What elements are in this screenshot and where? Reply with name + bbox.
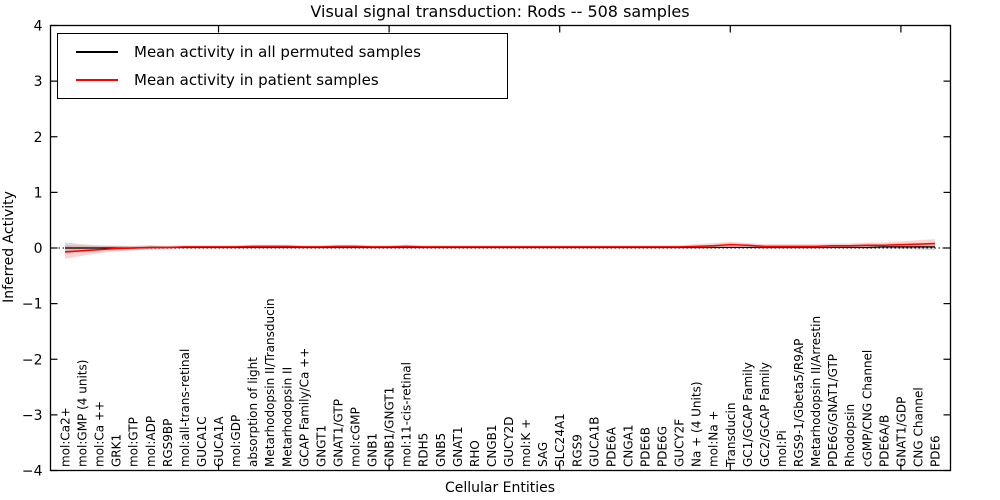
x-axis-label: Cellular Entities [444,480,556,496]
y-tick-label: −2 [22,352,43,368]
entity-label: PDE6G/GNAT1/GTP [826,354,840,467]
y-tick-label: −3 [22,408,43,424]
entity-label: mol:Ca ++ [93,401,107,467]
series-band-1 [65,239,935,259]
entity-labels: mol:Ca2+ mol:GMP (4 units) mol:Ca ++ GRK1 mo… [59,298,943,468]
y-tick-label: 4 [34,19,43,35]
entity-label: Rhodopsin [843,404,857,467]
legend-label-patient: Mean activity in patient samples [134,71,379,89]
entity-label: PDE6 [929,435,943,467]
entity-label: RGS9 [570,434,584,467]
entity-label: GNAT1/GDP [894,397,908,467]
entity-label: mol:ADP [144,416,158,467]
y-tick-label: −4 [22,464,43,480]
entity-label: mol:GTP [127,417,141,467]
entity-label: GRK1 [110,434,124,467]
entity-label: GNB1/GNGT1 [383,387,397,467]
permuted-line-swatch [76,51,118,53]
entity-label: Metarhodopsin II/Arrestin [809,316,823,467]
entity-label: GNAT1 [451,426,465,467]
patient-line-swatch [76,79,118,81]
entity-label: RGS9-1/Gbeta5/R9AP [792,339,806,467]
entity-label: mol:all-trans-retinal [178,349,192,467]
entity-label: GUCY2F [673,419,687,467]
legend: Mean activity in all permuted samples Me… [57,33,508,99]
y-tick-label: 3 [34,74,43,90]
entity-label: CNG Channel [911,387,925,467]
entity-label: CNGA1 [621,425,635,468]
entity-label: GUCA1B [587,416,601,467]
entity-label: mol:GDP [229,415,243,467]
legend-item-permuted: Mean activity in all permuted samples [58,43,507,61]
entity-label: GNB1 [366,433,380,467]
entity-label: mol:Pi [775,430,789,467]
entity-label: mol:11-cis-retinal [400,362,414,467]
y-ticks: −4 −3 −2 −1 0 1 2 3 4 [22,19,951,480]
entity-label: Na + (4 Units) [690,381,704,467]
entity-label: cGMP/CNG Channel [860,350,874,467]
chart-title: Visual signal transduction: Rods -- 508 … [310,2,690,21]
entity-label: GUCA1A [212,416,226,467]
entity-label: mol:Na + [707,410,721,467]
entity-label: SAG [536,442,550,467]
entity-label: Metarhodopsin II/Transducin [263,298,277,467]
series-line-1 [64,242,936,253]
entity-label: GCAP Family/Ca ++ [297,348,311,467]
entity-label: PDE6A [604,426,618,467]
entity-label: GC2/GCAP Family [758,362,772,467]
entity-label: mol:GMP (4 units) [76,360,90,467]
entity-label: mol:Ca2+ [59,407,73,467]
entity-label: GNB5 [434,433,448,467]
entity-label: PDE6G [656,426,670,467]
entity-label: RHO [468,440,482,467]
y-tick-label: 0 [34,241,43,257]
entity-label: RDH5 [417,433,431,467]
entity-label: PDE6A/B [877,415,891,467]
entity-label: GC1/GCAP Family [741,362,755,467]
entity-label: absorption of light [246,357,260,467]
y-tick-label: −1 [22,297,43,313]
y-tick-label: 2 [34,130,43,146]
y-tick-label: 1 [34,185,43,201]
entity-label: mol:cGMP [349,407,363,467]
x-ticks [217,25,902,471]
entity-label: GUCY2D [502,417,516,467]
entity-label: SLC24A1 [553,413,567,467]
entity-label: Metarhodopsin II [280,367,294,467]
entity-label: RGS9BP [161,419,175,467]
entity-label: GNGT1 [314,425,328,467]
entity-label: GNAT1/GTP [331,399,345,467]
legend-label-permuted: Mean activity in all permuted samples [134,43,421,61]
entity-label: Transducin [724,403,738,468]
entity-label: CNGB1 [485,424,499,467]
entity-label: PDE6B [639,427,653,467]
legend-item-patient: Mean activity in patient samples [58,71,507,89]
entity-label: GUCA1C [195,416,209,467]
entity-label: mol:K + [519,419,533,467]
